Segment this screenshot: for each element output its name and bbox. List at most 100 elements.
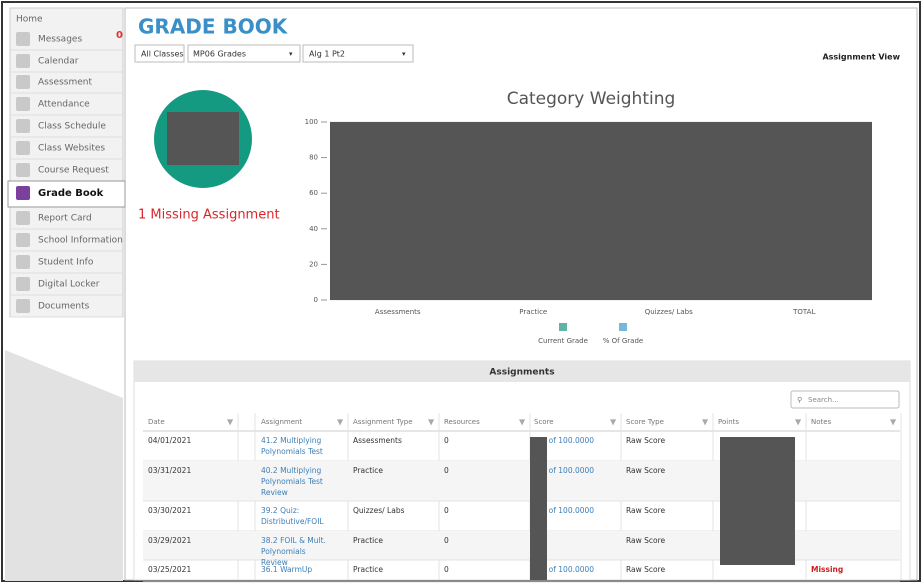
- nav-icon: [16, 211, 30, 225]
- redaction: [530, 437, 547, 580]
- cell-type: Quizzes/ Labs: [353, 506, 405, 515]
- nav-icon: [16, 119, 30, 133]
- dropdown-arrow: ▾: [402, 50, 406, 58]
- cell-date: 04/01/2021: [148, 436, 191, 445]
- cell-resources: 0: [444, 536, 449, 545]
- filter-icon[interactable]: ▼: [890, 418, 897, 427]
- filter-box[interactable]: [134, 44, 185, 63]
- nav-item[interactable]: Grade Book: [38, 188, 104, 199]
- cell-score[interactable]: out of 100.0000: [534, 565, 594, 574]
- cell-score-type: Raw Score: [626, 436, 666, 445]
- search-placeholder[interactable]: Search...: [808, 396, 839, 404]
- y-tick-label: 20: [309, 260, 318, 268]
- redaction: [167, 112, 239, 165]
- nav-item[interactable]: Student Info: [38, 258, 94, 268]
- cell-type: Practice: [353, 565, 383, 574]
- column-header[interactable]: Score Type: [626, 418, 664, 426]
- x-tick-label: Quizzes/ Labs: [645, 308, 693, 316]
- cell-notes: Missing: [811, 565, 843, 574]
- nav-item[interactable]: Calendar: [38, 57, 79, 67]
- column-header[interactable]: Assignment Type: [353, 418, 413, 426]
- search-box[interactable]: [790, 390, 900, 409]
- filter-icon[interactable]: ▼: [519, 418, 526, 427]
- redaction: [720, 437, 795, 565]
- cell-score-type: Raw Score: [626, 506, 666, 515]
- cell-score[interactable]: out of 100.0000: [534, 466, 594, 475]
- table: Date ▼ Assignment ▼ Assignment Type ▼ Resource…: [143, 413, 902, 583]
- column-header[interactable]: Notes: [811, 418, 832, 426]
- nav-icon: [16, 186, 30, 200]
- missing-count: 1 Missing Assignment: [138, 208, 280, 223]
- nav-item[interactable]: Course Request: [38, 166, 109, 176]
- nav-item[interactable]: Documents: [38, 302, 90, 312]
- filter-box[interactable]: [187, 44, 301, 63]
- cell-score[interactable]: out of 100.0000: [534, 506, 594, 515]
- filter-text[interactable]: All Classes: [141, 50, 184, 59]
- column-header[interactable]: Points: [718, 418, 739, 426]
- legend-swatch: [559, 323, 567, 331]
- column-header[interactable]: Score: [534, 418, 554, 426]
- nav-icon: [16, 299, 30, 313]
- nav-item[interactable]: Digital Locker: [38, 280, 100, 290]
- column-header[interactable]: Assignment: [261, 418, 302, 426]
- column-header[interactable]: Resources: [444, 418, 480, 426]
- cell-resources: 0: [444, 466, 449, 475]
- cell-score-type: Raw Score: [626, 536, 666, 545]
- nav-icon: [16, 32, 30, 46]
- nav-item[interactable]: Assessment: [38, 78, 92, 88]
- legend-swatch: [619, 323, 627, 331]
- y-tick-label: 60: [309, 189, 318, 197]
- filter-icon[interactable]: ▼: [610, 418, 617, 427]
- dropdown-arrow: ▾: [289, 50, 293, 58]
- cell-assignment[interactable]: 39.2 Quiz: Distributive/FOIL: [261, 506, 324, 526]
- filter-box[interactable]: [302, 44, 414, 63]
- cell-assignment[interactable]: 41.2 Multiplying Polynomials Test: [261, 436, 323, 456]
- filter-icon[interactable]: ▼: [702, 418, 709, 427]
- x-tick-label: TOTAL: [792, 308, 815, 316]
- cell-type: Practice: [353, 466, 383, 475]
- view-link[interactable]: Assignment View: [822, 53, 900, 62]
- cell-score-type: Raw Score: [626, 466, 666, 475]
- filter-text[interactable]: Alg 1 Pt2: [309, 50, 345, 59]
- redaction: [330, 122, 872, 300]
- filter-icon[interactable]: ▼: [795, 418, 802, 427]
- cell-assignment[interactable]: 40.2 Multiplying Polynomials Test Review: [261, 466, 323, 497]
- nav-icon: [16, 97, 30, 111]
- cell-assignment[interactable]: 36.1 WarmUp: [261, 565, 312, 574]
- assignments-title: Assignments: [489, 368, 554, 378]
- column-header[interactable]: Date: [148, 418, 165, 426]
- nav-item[interactable]: Attendance: [38, 100, 90, 110]
- search-icon: ⚲: [797, 396, 802, 404]
- nav-icon: [16, 233, 30, 247]
- cell-type: Practice: [353, 536, 383, 545]
- filter-icon[interactable]: ▼: [337, 418, 344, 427]
- legend-label: Current Grade: [538, 337, 588, 345]
- nav-item[interactable]: Home: [16, 15, 43, 25]
- cell-score[interactable]: out of 100.0000: [534, 436, 594, 445]
- nav-item[interactable]: Class Schedule: [38, 122, 106, 132]
- nav-item[interactable]: Messages: [38, 35, 82, 45]
- nav-icon: [16, 141, 30, 155]
- cell-date: 03/30/2021: [148, 506, 191, 515]
- nav-icon: [16, 255, 30, 269]
- sidebar-items: Home Messages 0 Calendar Assessment Attendanc…: [7, 15, 126, 318]
- assignments-header: [134, 361, 910, 382]
- chart-title: Category Weighting: [507, 89, 676, 109]
- y-tick-label: 100: [305, 118, 318, 126]
- filter-icon[interactable]: ▼: [428, 418, 435, 427]
- nav-icon: [16, 75, 30, 89]
- x-tick-label: Assessments: [375, 308, 421, 316]
- x-tick-label: Practice: [519, 308, 547, 316]
- cell-resources: 0: [444, 436, 449, 445]
- filter-icon[interactable]: ▼: [227, 418, 234, 427]
- nav-item[interactable]: School Information: [38, 236, 123, 246]
- cell-assignment[interactable]: 38.2 FOIL & Mult. Polynomials Review: [261, 536, 326, 567]
- y-tick-label: 0: [314, 296, 318, 304]
- cell-date: 03/31/2021: [148, 466, 191, 475]
- filter-text[interactable]: MP06 Grades: [193, 50, 246, 59]
- cell-type: Assessments: [353, 436, 402, 445]
- nav-item[interactable]: Class Websites: [38, 144, 105, 154]
- nav-item[interactable]: Report Card: [38, 214, 92, 224]
